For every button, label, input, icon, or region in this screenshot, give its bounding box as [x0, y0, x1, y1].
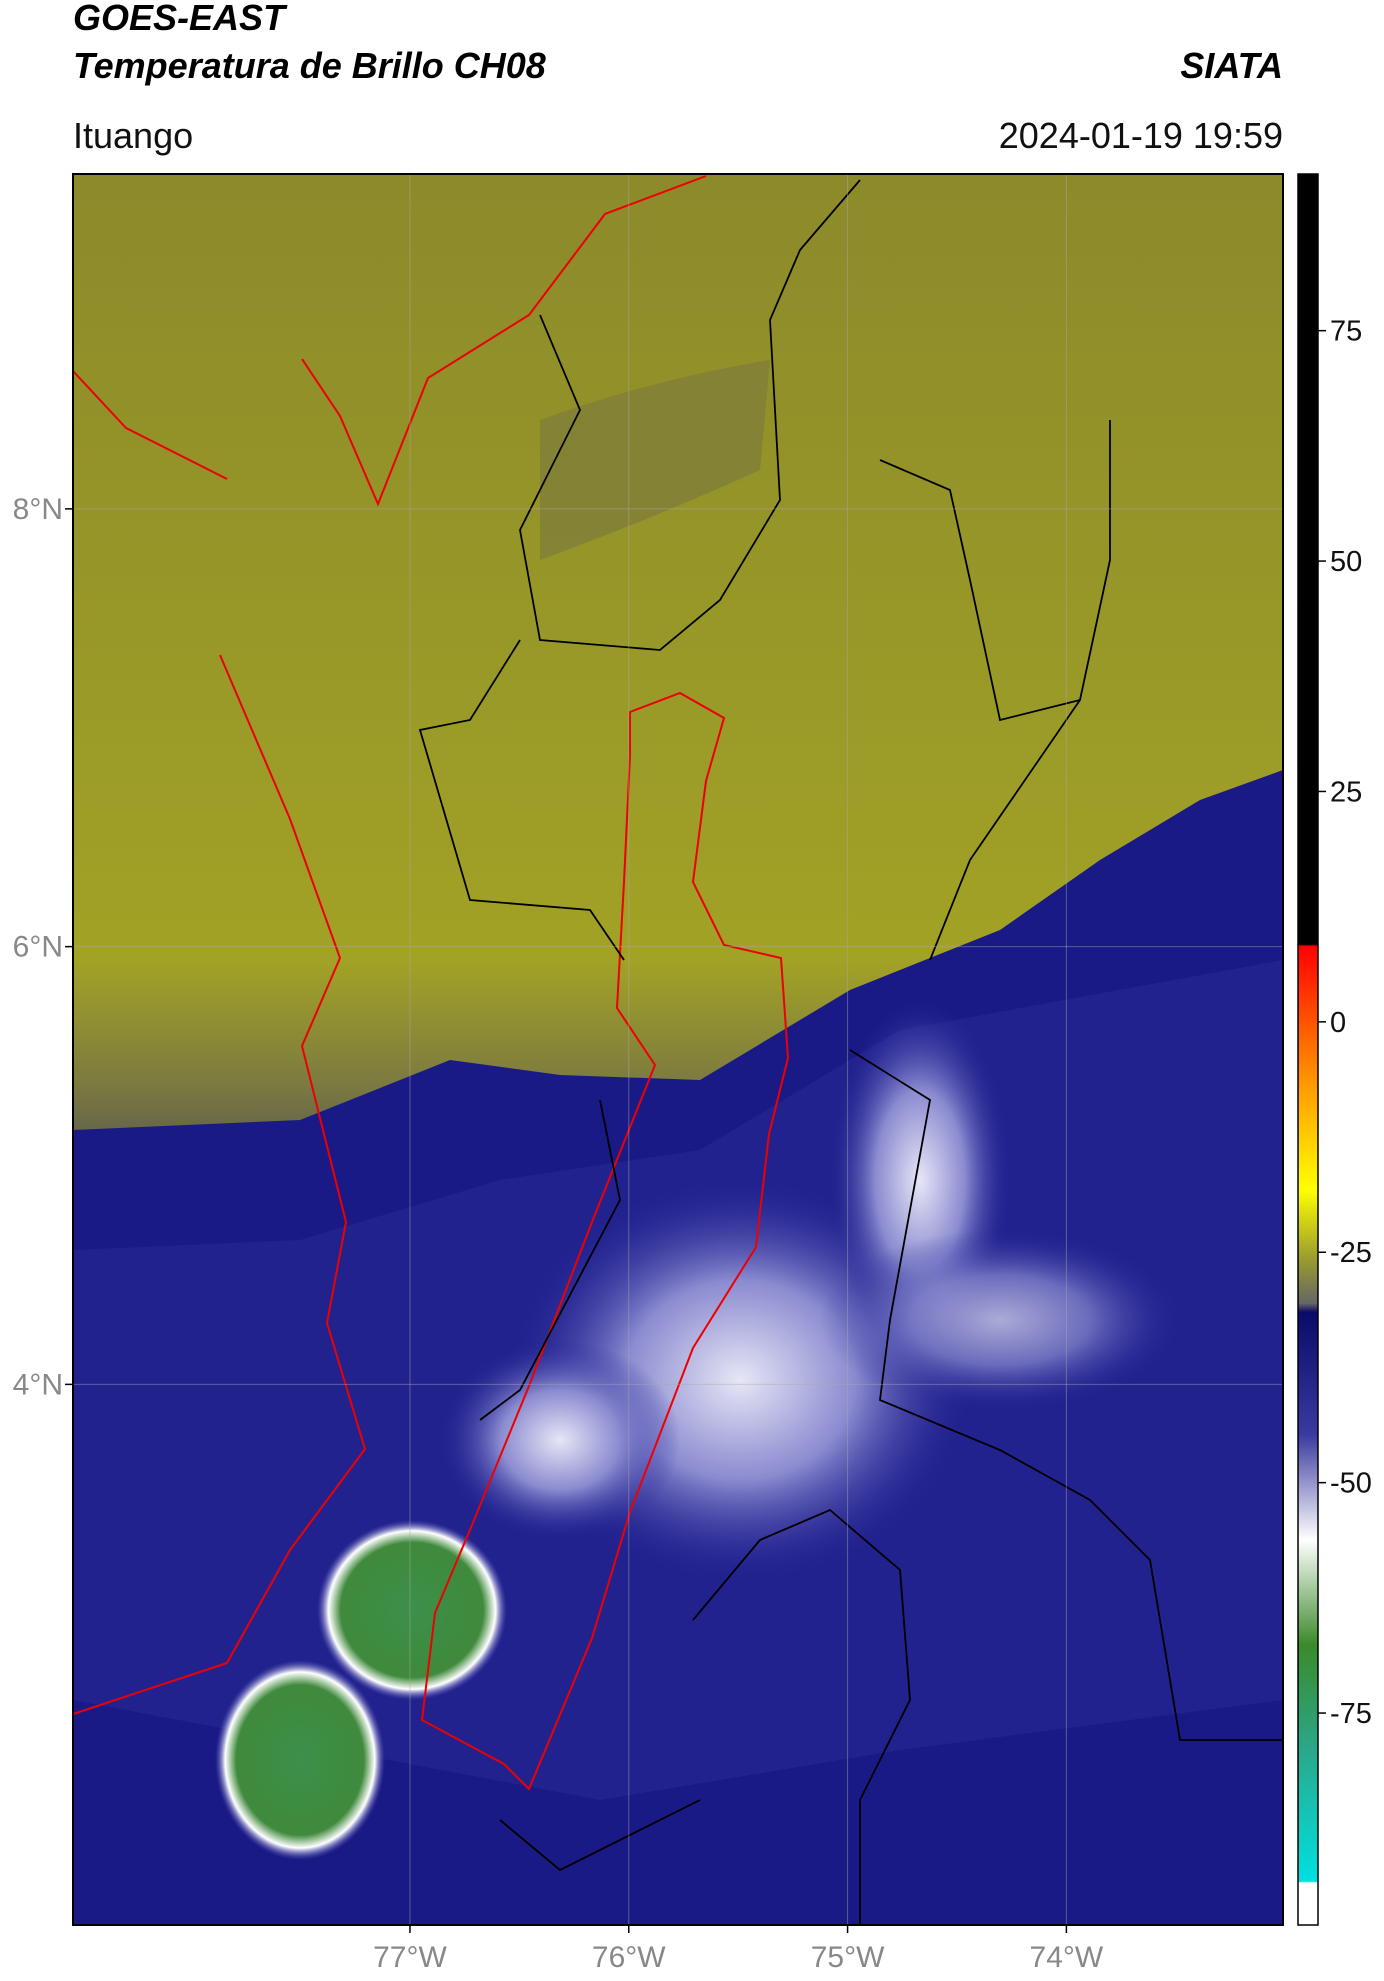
subtitle: Temperatura de Brillo CH08: [73, 45, 546, 86]
x-tick-label: 77°W: [373, 1941, 447, 1974]
colorbar-tick-label: 50: [1330, 546, 1362, 578]
map-image: [73, 174, 1283, 1925]
x-tick-label: 76°W: [592, 1941, 666, 1974]
source: SIATA: [1180, 45, 1283, 86]
x-tick-label: 75°W: [811, 1941, 885, 1974]
colorbar-tick-label: 25: [1330, 776, 1362, 808]
y-tick-label: 4°N: [13, 1368, 63, 1401]
graticule: [73, 174, 1283, 1925]
colorbar: [1297, 173, 1319, 1926]
region: Ituango: [73, 115, 193, 156]
colorbar-tick-label: -75: [1330, 1698, 1372, 1730]
datetime: 2024-01-19 19:59: [999, 115, 1283, 156]
colorbar-tick-label: -25: [1330, 1237, 1372, 1269]
map-frame: [72, 173, 1284, 1926]
colorbar-tick-label: 0: [1330, 1007, 1346, 1039]
colorbar-tick-label: 75: [1330, 316, 1362, 348]
title: GOES-EAST: [73, 0, 288, 38]
y-tick-label: 6°N: [13, 931, 63, 964]
x-tick-label: 74°W: [1030, 1941, 1104, 1974]
y-tick-label: 8°N: [13, 493, 63, 526]
colorbar-tick-label: -50: [1330, 1468, 1372, 1500]
